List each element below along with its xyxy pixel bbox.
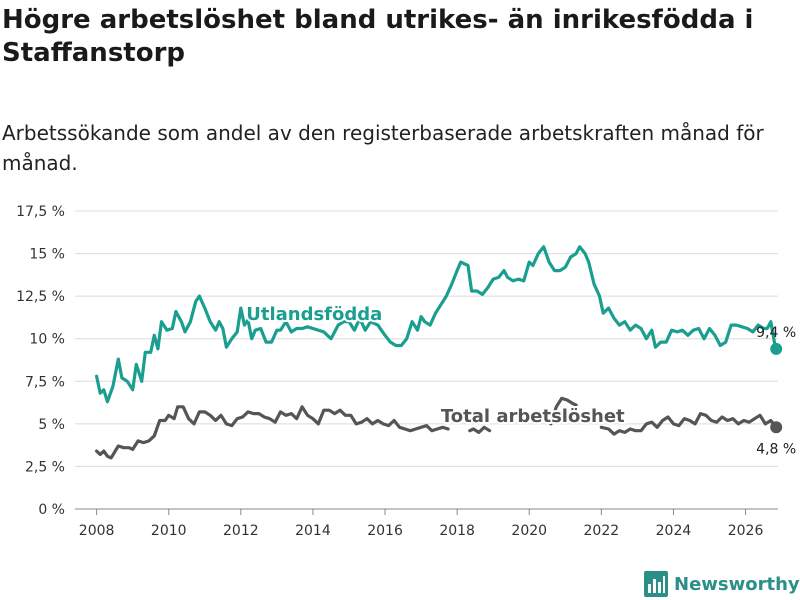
newsworthy-logo-icon — [644, 571, 668, 597]
x-axis: 2008 2010 2012 2014 2016 2018 2020 2022 2024 2026 — [79, 509, 764, 539]
y-tick-label: 15 % — [29, 247, 65, 263]
x-tick-label: 2016 — [367, 523, 403, 539]
end-label-utlandsfodda: 9,4 % — [756, 325, 796, 341]
series-layer — [95, 245, 783, 460]
x-tick-label: 2022 — [584, 523, 620, 539]
chart-subtitle: Arbetssökande som andel av den registerb… — [2, 121, 764, 175]
x-tick-label: 2010 — [151, 523, 187, 539]
y-tick-label: 7,5 % — [25, 374, 65, 390]
series-line-total-arbetsl-shet — [95, 405, 450, 460]
annotation-total-arbetsl-shet: Total arbetslöshet — [441, 406, 625, 427]
end-point-total-arbetsl-shet — [770, 421, 783, 434]
end-label-total: 4,8 % — [756, 441, 796, 457]
x-tick-label: 2014 — [295, 523, 331, 539]
x-tick-label: 2008 — [79, 523, 115, 539]
x-tick-label: 2018 — [439, 523, 475, 539]
end-point-utlandsf-dda — [770, 342, 783, 355]
series-line-total-arbetsl-shet — [468, 425, 492, 434]
y-tick-label: 0 % — [38, 502, 65, 518]
x-tick-label: 2026 — [728, 523, 764, 539]
x-tick-label: 2020 — [511, 523, 547, 539]
brand-logo[interactable]: Newsworthy — [644, 568, 800, 600]
y-tick-label: 12,5 % — [16, 289, 65, 305]
y-tick-label: 2,5 % — [25, 459, 65, 475]
y-axis: 0 % 2,5 % 5 % 7,5 % 10 % 12,5 % 15 % 17,5 % — [16, 204, 65, 518]
chart-title: Högre arbetslöshet bland utrikes- än inr… — [2, 5, 754, 68]
series-line-total-arbetsl-shet — [549, 396, 578, 426]
series-line-utlandsf-dda — [95, 245, 778, 404]
x-tick-label: 2024 — [656, 523, 692, 539]
y-tick-label: 10 % — [29, 332, 65, 348]
x-tick-label: 2012 — [223, 523, 259, 539]
y-tick-label: 17,5 % — [16, 204, 65, 220]
series-line-total-arbetsl-shet — [599, 412, 778, 436]
y-tick-label: 5 % — [38, 417, 65, 433]
brand-name: Newsworthy — [674, 573, 800, 595]
labels-layer: 9,4 % 4,8 % Utlandsfödda Total arbetslöshet — [244, 302, 796, 457]
annotation-utlandsf-dda: Utlandsfödda — [246, 304, 382, 325]
grid-lines — [75, 210, 778, 510]
